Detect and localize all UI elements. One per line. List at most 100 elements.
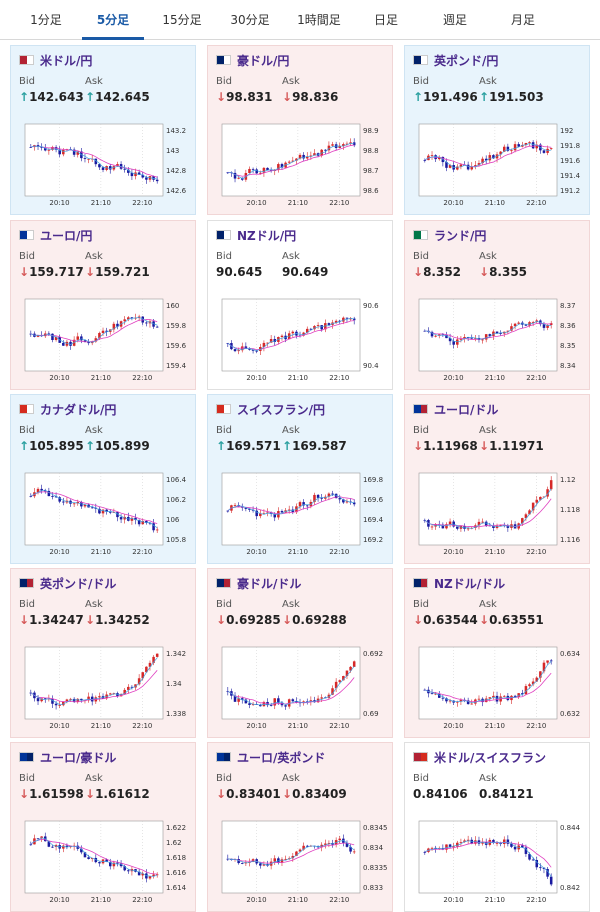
tab-6[interactable]: 週足 bbox=[442, 13, 467, 27]
candle-body bbox=[269, 339, 273, 343]
tab-7[interactable]: 月足 bbox=[510, 13, 535, 27]
candle-body bbox=[463, 525, 466, 529]
flag-icon bbox=[413, 578, 428, 588]
mini-chart[interactable]: 192 191.8 191.6 191.4 191.2 20:10 21:10 22:10 bbox=[417, 116, 589, 212]
y-tick-label: 191.4 bbox=[560, 172, 581, 180]
mini-chart[interactable]: 98.9 98.8 98.7 98.6 20:10 21:10 22:10 bbox=[220, 116, 392, 212]
arrow-down-icon: ↓ bbox=[19, 787, 30, 801]
arrow-down-icon: ↓ bbox=[479, 613, 490, 627]
currency-card[interactable]: ユーロ/豪ドル Bid Ask ↓1.61598 ↓1.61612 1.622 1… bbox=[10, 742, 196, 912]
bid-value: ↓0.69285 bbox=[216, 613, 281, 627]
pair-name[interactable]: NZドル/ドル bbox=[434, 576, 506, 591]
moving-average-line bbox=[424, 672, 552, 703]
mini-chart[interactable]: 8.37 8.36 8.35 8.34 20:10 21:10 22:10 bbox=[417, 291, 589, 387]
pair-name[interactable]: ユーロ/円 bbox=[40, 228, 93, 243]
currency-card[interactable]: ユーロ/円 Bid Ask ↓159.717 ↓159.721 160 159.8… bbox=[10, 220, 196, 390]
bid-label: Bid bbox=[216, 251, 232, 262]
candle-body bbox=[145, 520, 148, 523]
pair-name[interactable]: スイスフラン/円 bbox=[237, 402, 326, 417]
currency-card[interactable]: 豪ドル/円 Bid Ask ↓98.831 ↓98.836 98.9 98.8 98… bbox=[207, 45, 393, 215]
pair-name[interactable]: カナダドル/円 bbox=[40, 402, 117, 417]
currency-card[interactable]: 豪ドル/ドル Bid Ask ↓0.69285 ↓0.69288 0.692 0.… bbox=[207, 568, 393, 738]
tab-1[interactable]: 5分足 bbox=[82, 0, 144, 40]
ask-label: Ask bbox=[282, 599, 300, 610]
pair-name[interactable]: ユーロ/豪ドル bbox=[40, 750, 117, 765]
pair-name[interactable]: 米ドル/スイスフラン bbox=[434, 750, 547, 765]
pair-name[interactable]: 英ポンド/ドル bbox=[40, 576, 117, 591]
mini-chart[interactable]: 143.2 143 142.8 142.6 20:10 21:10 22:10 bbox=[23, 116, 195, 212]
candle-body bbox=[51, 147, 54, 150]
currency-card[interactable]: 米ドル/円 Bid Ask ↑142.643 ↑142.645 143.2 143… bbox=[10, 45, 196, 215]
tab-4[interactable]: 1時間足 bbox=[297, 13, 341, 27]
mini-chart[interactable]: 0.634 0.632 20:10 21:10 22:10 bbox=[417, 639, 589, 735]
candle-body bbox=[152, 656, 155, 663]
pair-name[interactable]: 豪ドル/ドル bbox=[237, 576, 302, 591]
candle-body bbox=[47, 841, 51, 847]
candle-body bbox=[148, 522, 152, 524]
candle-body bbox=[524, 686, 528, 695]
candle-body bbox=[484, 698, 488, 703]
flag-icon bbox=[216, 230, 231, 240]
candle-body bbox=[273, 698, 277, 706]
candle-body bbox=[36, 488, 40, 493]
candle-body bbox=[528, 510, 531, 515]
currency-card[interactable]: 英ポンド/ドル Bid Ask ↓1.34247 ↓1.34252 1.342 1… bbox=[10, 568, 196, 738]
card-header: ユーロ/円 bbox=[19, 227, 92, 243]
tab-0[interactable]: 1分足 bbox=[30, 13, 62, 27]
candle-body bbox=[284, 705, 287, 707]
short-moving-average-line bbox=[227, 143, 355, 180]
candle-body bbox=[309, 328, 313, 330]
currency-card[interactable]: ランド/円 Bid Ask ↓8.352 ↓8.355 8.37 8.36 8.35… bbox=[404, 220, 590, 390]
currency-card[interactable]: 英ポンド/円 Bid Ask ↑191.496 ↑191.503 192 191.… bbox=[404, 45, 590, 215]
candle-body bbox=[287, 161, 291, 163]
currency-card[interactable]: 米ドル/スイスフラン Bid Ask 0.84106 0.84121 0.844… bbox=[404, 742, 590, 912]
currency-card[interactable]: カナダドル/円 Bid Ask ↑105.895 ↑105.899 106.4 1… bbox=[10, 394, 196, 564]
arrow-down-icon: ↓ bbox=[216, 90, 227, 104]
pair-name[interactable]: 英ポンド/円 bbox=[434, 53, 499, 68]
candle-body bbox=[466, 839, 470, 841]
mini-chart[interactable]: 106.4 106.2 106 105.8 20:10 21:10 22:10 bbox=[23, 465, 195, 561]
short-moving-average-line bbox=[30, 489, 158, 528]
currency-card[interactable]: NZドル/ドル Bid Ask ↓0.63544 ↓0.63551 0.634 0… bbox=[404, 568, 590, 738]
pair-name[interactable]: 豪ドル/円 bbox=[237, 53, 290, 68]
currency-card[interactable]: NZドル/円 Bid Ask 90.645 90.649 90.6 90.4 20:… bbox=[207, 220, 393, 390]
pair-name[interactable]: ユーロ/ドル bbox=[434, 402, 499, 417]
pair-name[interactable]: ランド/円 bbox=[434, 228, 487, 243]
candle-body bbox=[495, 154, 499, 159]
mini-chart[interactable]: 1.12 1.118 1.116 20:10 21:10 22:10 bbox=[417, 465, 589, 561]
candle-body bbox=[499, 525, 502, 527]
ask-label: Ask bbox=[282, 251, 300, 262]
currency-card[interactable]: ユーロ/ドル Bid Ask ↓1.11968 ↓1.11971 1.12 1.1… bbox=[404, 394, 590, 564]
bid-label: Bid bbox=[413, 599, 429, 610]
pair-name[interactable]: NZドル/円 bbox=[237, 228, 297, 243]
currency-card[interactable]: スイスフラン/円 Bid Ask ↑169.571 ↑169.587 169.8… bbox=[207, 394, 393, 564]
tab-5[interactable]: 日足 bbox=[373, 13, 398, 27]
mini-chart[interactable]: 0.844 0.842 20:10 21:10 22:10 bbox=[417, 813, 589, 909]
mini-chart[interactable]: 1.622 1.62 1.618 1.616 1.614 20:10 21:10 22:10 bbox=[23, 813, 195, 909]
candle-body bbox=[466, 528, 470, 530]
pair-name[interactable]: ユーロ/英ポンド bbox=[237, 750, 326, 765]
arrow-up-icon: ↑ bbox=[282, 439, 293, 453]
mini-chart[interactable]: 1.342 1.34 1.338 20:10 21:10 22:10 bbox=[23, 639, 195, 735]
mini-chart[interactable]: 169.8 169.6 169.4 169.2 20:10 21:10 22:10 bbox=[220, 465, 392, 561]
mini-chart[interactable]: 160 159.8 159.6 159.4 20:10 21:10 22:10 bbox=[23, 291, 195, 387]
candle-body bbox=[342, 499, 345, 503]
candle-body bbox=[495, 842, 499, 844]
x-tick-label: 22:10 bbox=[526, 199, 546, 207]
x-tick-label: 22:10 bbox=[132, 374, 152, 382]
candle-body bbox=[43, 147, 47, 151]
mini-chart[interactable]: 90.6 90.4 20:10 21:10 22:10 bbox=[220, 291, 392, 387]
tab-3[interactable]: 30分足 bbox=[230, 13, 270, 27]
candle-body bbox=[334, 493, 338, 499]
candle-body bbox=[445, 698, 448, 702]
tab-2[interactable]: 15分足 bbox=[162, 13, 202, 27]
candle-body bbox=[101, 509, 105, 514]
candle-body bbox=[320, 497, 323, 499]
arrow-down-icon: ↓ bbox=[282, 787, 293, 801]
currency-card[interactable]: ユーロ/英ポンド Bid Ask ↓0.83401 ↓0.83409 0.834… bbox=[207, 742, 393, 912]
pair-name[interactable]: 米ドル/円 bbox=[40, 53, 93, 68]
mini-chart[interactable]: 0.692 0.69 20:10 21:10 22:10 bbox=[220, 639, 392, 735]
mini-chart[interactable]: 0.8345 0.834 0.8335 0.833 20:10 21:10 22:10 bbox=[220, 813, 392, 909]
candle-body bbox=[506, 839, 510, 844]
candle-body bbox=[448, 700, 452, 702]
